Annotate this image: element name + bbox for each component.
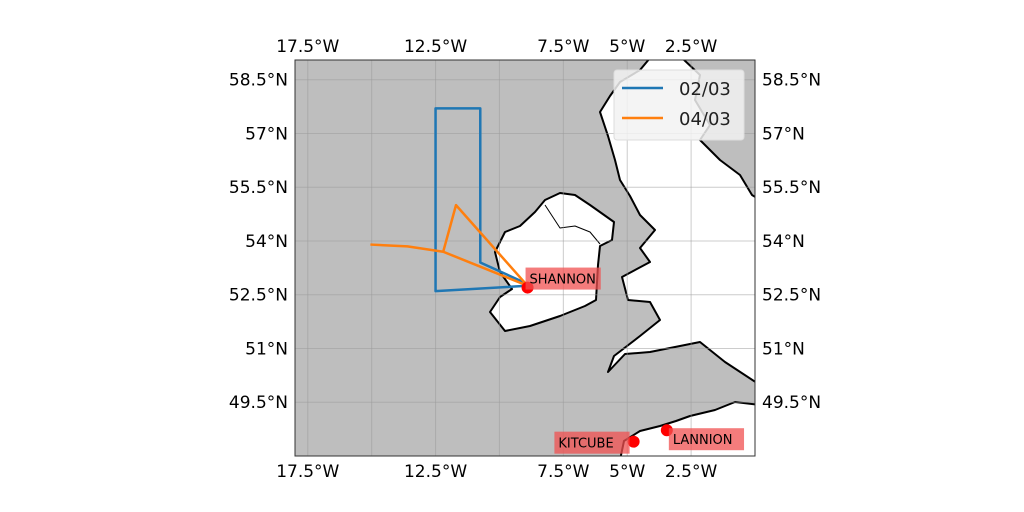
site-label-box xyxy=(668,428,745,451)
legend: 02/03 04/03 xyxy=(613,69,745,141)
site-label-lannion: LANNION xyxy=(673,433,733,448)
lon-tick-label-top: 7.5°W xyxy=(537,37,590,57)
lon-tick-label-top: 2.5°W xyxy=(665,37,718,57)
lat-tick-label-right: 52.5°N xyxy=(762,286,821,306)
lon-tick-label-top: 17.5°W xyxy=(276,37,339,57)
lat-tick-label-left: 49.5°N xyxy=(229,393,288,413)
border-northern-ireland xyxy=(544,204,601,245)
flight-track-02-03 xyxy=(434,107,529,293)
site-label-shannon: SHANNON xyxy=(530,273,596,288)
lon-tick-label-bottom: 17.5°W xyxy=(276,462,339,482)
lat-tick-label-right: 57°N xyxy=(762,124,805,144)
site-label-box xyxy=(525,267,601,290)
flight-track-04-03 xyxy=(370,203,529,288)
lat-tick-label-right: 49.5°N xyxy=(762,393,821,413)
lon-tick-label-top: 12.5°W xyxy=(404,37,467,57)
lat-tick-label-left: 55.5°N xyxy=(229,178,288,198)
lat-tick-label-right: 58.5°N xyxy=(762,71,821,91)
lon-tick-label-bottom: 5°W xyxy=(609,462,645,482)
legend-label: 04/03 xyxy=(679,109,731,130)
lon-tick-label-bottom: 7.5°W xyxy=(537,462,590,482)
site-label-box xyxy=(554,431,630,454)
site-label-kitcube: KITCUBE xyxy=(558,437,613,452)
legend-label: 02/03 xyxy=(679,79,731,100)
lat-tick-label-left: 57°N xyxy=(245,124,288,144)
lon-tick-label-top: 5°W xyxy=(609,37,645,57)
lat-tick-label-left: 54°N xyxy=(245,232,288,252)
lat-tick-label-left: 58.5°N xyxy=(229,71,288,91)
lat-tick-label-right: 51°N xyxy=(762,339,805,359)
site-marker-kitcube xyxy=(627,435,640,448)
lat-tick-label-left: 51°N xyxy=(245,339,288,359)
lat-tick-label-right: 55.5°N xyxy=(762,178,821,198)
lat-tick-label-right: 54°N xyxy=(762,232,805,252)
lat-tick-label-left: 52.5°N xyxy=(229,286,288,306)
map-frame xyxy=(294,59,756,457)
lon-tick-label-bottom: 2.5°W xyxy=(665,462,718,482)
lon-tick-label-bottom: 12.5°W xyxy=(404,462,467,482)
